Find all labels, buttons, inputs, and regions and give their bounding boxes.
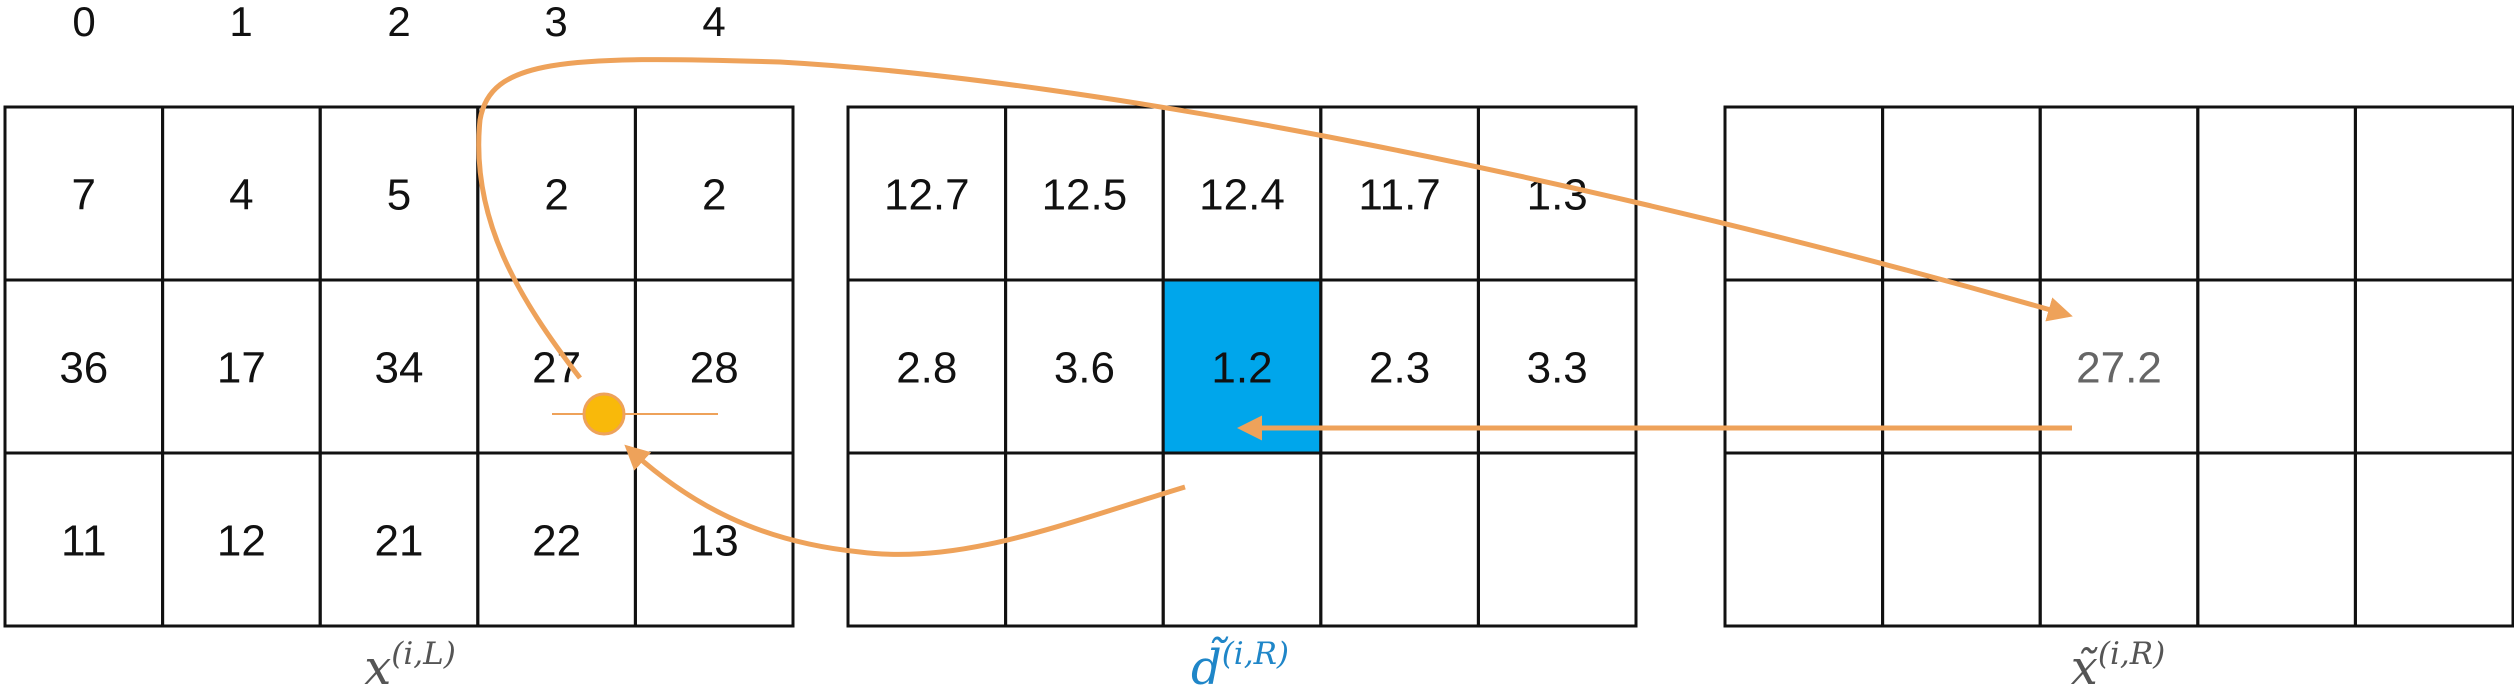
column-index-3: 3 — [544, 0, 567, 45]
cell-value: 11 — [61, 517, 107, 566]
grid-cell — [2353, 278, 2514, 455]
grid-cell — [1319, 451, 1480, 628]
arrow-from-cell-27-to-27-2 — [476, 57, 2073, 380]
grid-label-x-main: x — [364, 640, 391, 694]
column-index-2: 2 — [387, 0, 410, 45]
cell-value: 4 — [229, 171, 253, 220]
cell-value: 3.6 — [1054, 344, 1115, 393]
grid-cell — [2038, 105, 2200, 282]
grid-cell — [1723, 105, 1885, 282]
column-index-0: 0 — [72, 0, 95, 45]
grid-label-x-tilde-superscript: (i,R) — [2098, 636, 2165, 672]
grid-cell — [2038, 451, 2200, 628]
grid-cell — [2196, 451, 2357, 628]
grid-cell — [1881, 451, 2042, 628]
grid-cell — [2353, 105, 2514, 282]
grid-cell — [1476, 451, 1638, 628]
grid-label-x-tilde: x̃(i,R) — [2071, 636, 2165, 694]
interpolation-point-marker — [582, 392, 626, 436]
grid-label-x-tilde-main: x̃ — [2071, 640, 2098, 694]
cell-value: 11.7 — [1358, 171, 1440, 220]
column-index-4: 4 — [702, 0, 725, 45]
grid-label-d-tilde: d̃(i,R) — [1191, 636, 1289, 694]
grid-cell — [2353, 451, 2514, 628]
column-index-1: 1 — [229, 0, 252, 45]
grid-cell — [1723, 451, 1885, 628]
cell-value: 7 — [72, 171, 96, 220]
grid-x-tilde: 27.2 — [1723, 105, 2514, 628]
cell-value: 2 — [544, 171, 568, 220]
cell-value: 21 — [375, 517, 424, 566]
cell-value: 12 — [217, 517, 266, 566]
grid-cell — [1161, 451, 1323, 628]
cell-value: 12.7 — [884, 171, 970, 220]
grid-label-x-superscript: (i,L) — [391, 636, 456, 672]
grid-cell — [1881, 105, 2042, 282]
grid-cell — [846, 451, 1008, 628]
grid-d-tilde: 12.7 12.5 12.4 11.7 1.32.8 3.6 1.2 2.3 3.3 — [846, 105, 1638, 628]
cell-value: 2.3 — [1369, 344, 1430, 393]
cell-value: 3.3 — [1527, 344, 1588, 393]
arrows — [476, 57, 2073, 557]
cell-value: 36 — [59, 344, 108, 393]
cell-value: 27.2 — [2076, 344, 2162, 393]
cell-value: 5 — [387, 171, 411, 220]
cell-value: 2 — [702, 171, 726, 220]
grid-label-x: x(i,L) — [364, 636, 456, 694]
cell-value: 28 — [690, 344, 739, 393]
cell-value: 1.2 — [1211, 344, 1272, 393]
grid-cell — [1004, 451, 1165, 628]
arrow-from-distance-cell-to-marker — [624, 444, 1186, 557]
grid-label-d-tilde-superscript: (i,R) — [1222, 636, 1289, 672]
cell-value: 17 — [217, 344, 266, 393]
grid-cell — [2196, 278, 2357, 455]
cell-value: 2.8 — [896, 344, 957, 393]
grid-cell — [2196, 105, 2357, 282]
column-indices: 0 1 2 3 4 — [72, 0, 725, 45]
cell-value: 34 — [375, 344, 424, 393]
cell-value: 22 — [532, 517, 581, 566]
cell-value: 12.4 — [1199, 171, 1285, 220]
cell-value: 13 — [690, 517, 739, 566]
cell-value: 12.5 — [1042, 171, 1128, 220]
